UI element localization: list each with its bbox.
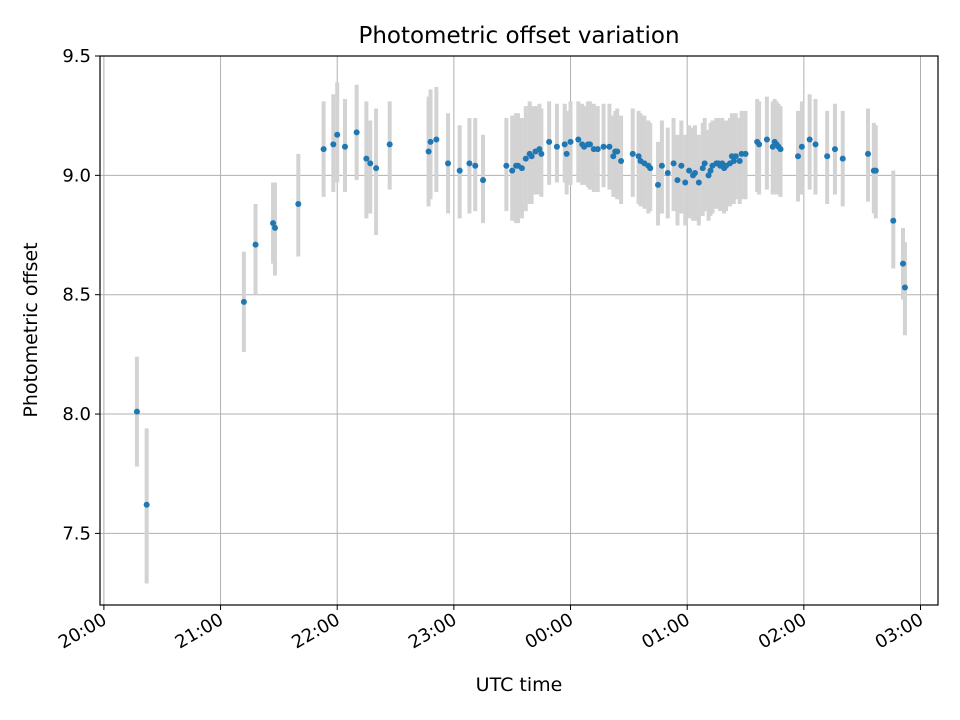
data-point	[798, 143, 805, 150]
data-point	[445, 160, 452, 167]
data-point	[143, 501, 150, 508]
y-tick-label: 9.5	[62, 46, 91, 67]
data-point	[701, 160, 708, 167]
data-point	[509, 167, 516, 174]
data-point	[594, 146, 601, 153]
data-point	[538, 150, 545, 157]
data-point	[699, 165, 706, 172]
data-point	[635, 153, 642, 160]
y-tick-label: 8.5	[62, 285, 91, 306]
data-point	[629, 150, 636, 157]
y-tick-label: 9.0	[62, 165, 91, 186]
data-point	[705, 172, 712, 179]
data-point	[563, 150, 570, 157]
data-point	[732, 153, 739, 160]
data-point	[777, 146, 784, 153]
data-point	[363, 155, 370, 162]
data-point	[522, 155, 529, 162]
data-point	[270, 220, 277, 227]
data-point	[528, 153, 535, 160]
data-point	[730, 158, 737, 165]
y-tick-label: 7.5	[62, 523, 91, 544]
data-point	[658, 162, 665, 169]
data-point	[606, 143, 613, 150]
data-point	[341, 143, 348, 150]
data-point	[890, 217, 897, 224]
data-point	[806, 136, 813, 143]
data-point	[618, 158, 625, 165]
data-point	[536, 146, 543, 153]
data-point	[865, 150, 872, 157]
data-point	[900, 260, 907, 267]
y-tick-label: 8.0	[62, 404, 91, 425]
chart-title: Photometric offset variation	[358, 23, 679, 49]
data-point	[670, 160, 677, 167]
data-point	[600, 143, 607, 150]
data-point	[736, 158, 743, 165]
plot-frame	[99, 55, 939, 606]
data-point	[839, 155, 846, 162]
data-point	[295, 200, 302, 207]
data-point	[427, 138, 434, 145]
data-point	[503, 162, 510, 169]
data-point	[763, 136, 770, 143]
data-point	[425, 148, 432, 155]
data-point	[330, 141, 337, 148]
data-point	[456, 167, 463, 174]
data-point	[353, 129, 360, 136]
data-point	[872, 167, 879, 174]
x-axis-label: UTC time	[476, 674, 563, 696]
data-point	[614, 148, 621, 155]
data-point	[678, 162, 685, 169]
data-point	[546, 138, 553, 145]
data-point	[480, 177, 487, 184]
data-points	[133, 129, 908, 508]
y-axis-ticks: 7.5 8.0 8.5 9.0 9.5	[62, 46, 100, 544]
data-point	[647, 165, 654, 172]
data-point	[795, 153, 802, 160]
data-point	[466, 160, 473, 167]
data-point	[756, 141, 763, 148]
data-point	[252, 241, 259, 248]
data-point	[824, 153, 831, 160]
data-point	[812, 141, 819, 148]
data-point	[610, 153, 617, 160]
data-point	[271, 224, 278, 231]
data-point	[901, 284, 908, 291]
data-point	[691, 169, 698, 176]
data-point	[553, 143, 560, 150]
data-point	[334, 131, 341, 138]
data-point	[575, 136, 582, 143]
data-point	[695, 179, 702, 186]
data-point	[561, 141, 568, 148]
data-point	[742, 150, 749, 157]
data-point	[320, 146, 327, 153]
data-point	[240, 298, 247, 305]
data-point	[433, 136, 440, 143]
data-point	[472, 162, 479, 169]
data-point	[386, 141, 393, 148]
data-point	[367, 160, 374, 167]
data-point	[133, 408, 140, 415]
data-point	[686, 167, 693, 174]
data-point	[674, 177, 681, 184]
y-axis-label: Photometric offset	[20, 242, 42, 417]
data-point	[831, 146, 838, 153]
data-point	[707, 167, 714, 174]
data-point	[682, 179, 689, 186]
data-point	[567, 138, 574, 145]
data-point	[664, 169, 671, 176]
data-point	[586, 141, 593, 148]
data-point	[655, 181, 662, 188]
data-point	[373, 165, 380, 172]
data-point	[518, 165, 525, 172]
